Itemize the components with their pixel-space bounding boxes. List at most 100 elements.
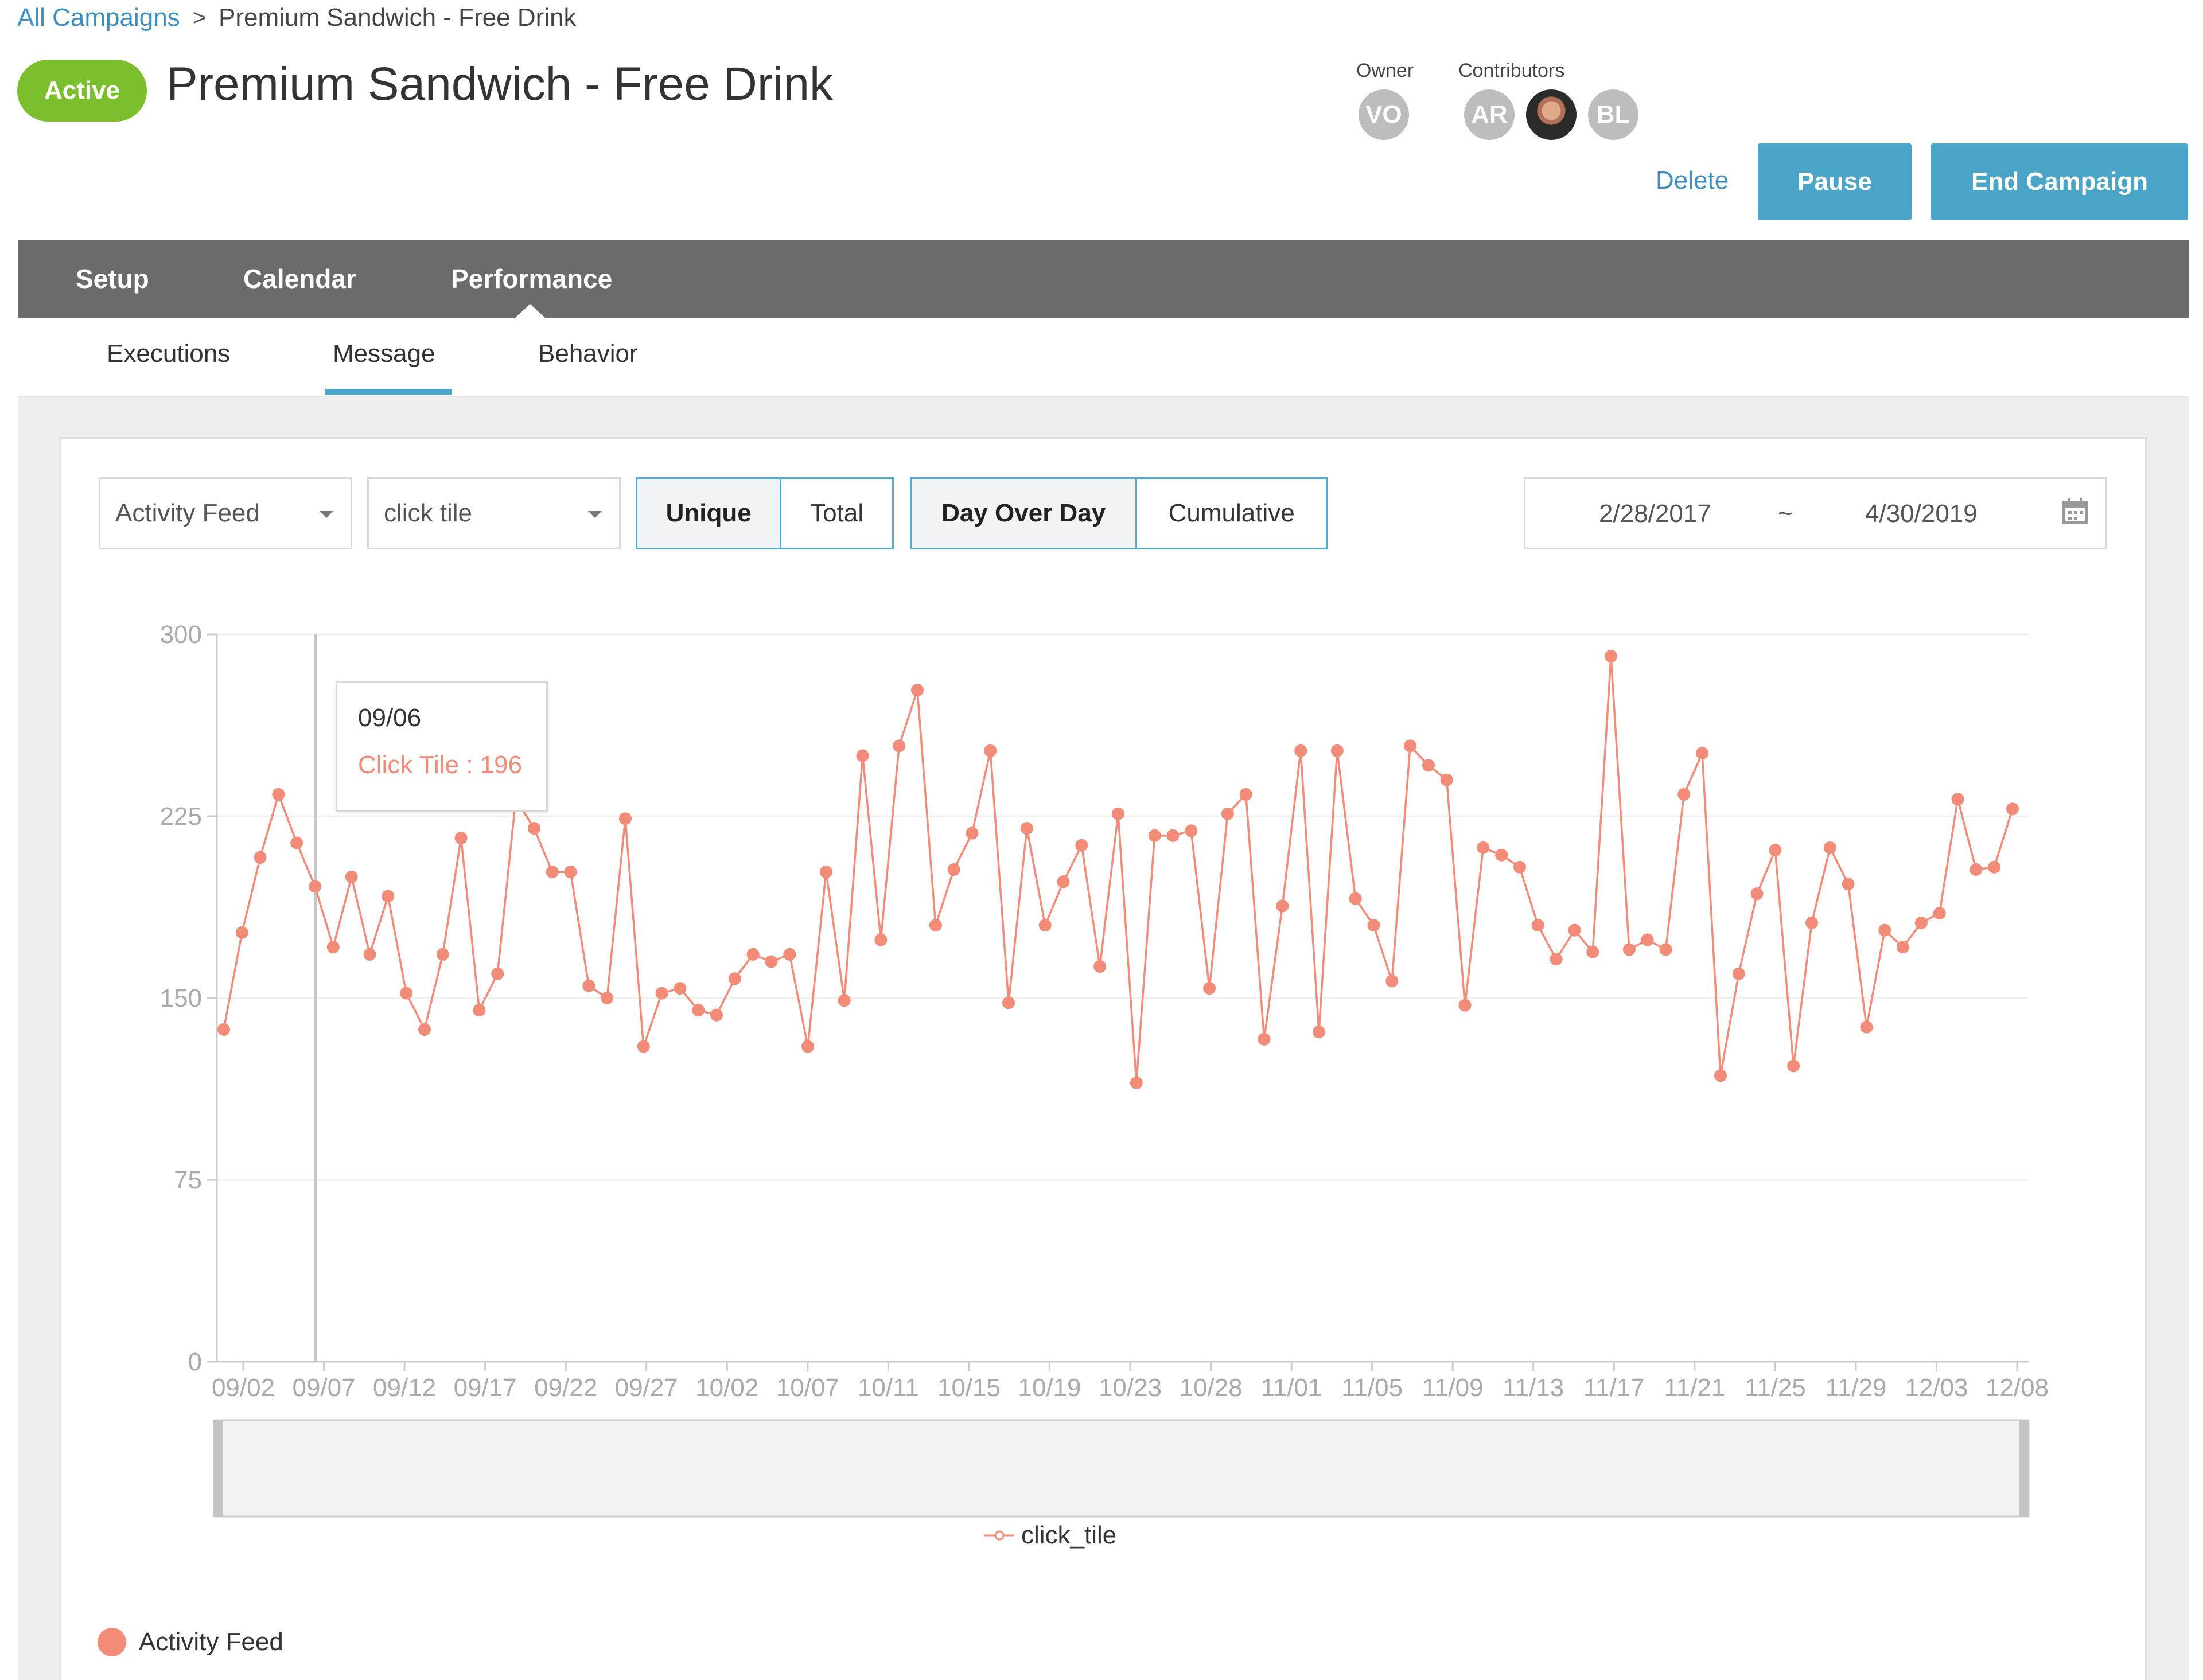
data-point[interactable] xyxy=(947,863,960,876)
data-point[interactable] xyxy=(1422,759,1435,772)
owner-avatar[interactable]: VO xyxy=(1356,87,1411,142)
data-point[interactable] xyxy=(674,982,687,995)
delete-link[interactable]: Delete xyxy=(1656,166,1729,194)
data-point[interactable] xyxy=(1550,953,1563,966)
data-point[interactable] xyxy=(1349,892,1362,905)
data-point[interactable] xyxy=(637,1040,650,1053)
data-point[interactable] xyxy=(1787,1059,1800,1073)
end-campaign-button[interactable]: End Campaign xyxy=(1931,143,2188,220)
calendar-icon[interactable] xyxy=(2062,497,2088,531)
data-point[interactable] xyxy=(966,827,979,840)
data-point[interactable] xyxy=(235,926,248,939)
data-point[interactable] xyxy=(856,749,869,762)
date-range-picker[interactable]: 2/28/2017 ~ 4/30/2019 xyxy=(1524,477,2107,549)
data-point[interactable] xyxy=(1605,650,1618,663)
data-point[interactable] xyxy=(1732,967,1745,980)
data-point[interactable] xyxy=(655,987,668,1000)
data-point[interactable] xyxy=(1951,793,1964,806)
data-point[interactable] xyxy=(1641,933,1654,946)
data-point[interactable] xyxy=(692,1004,705,1017)
tab-setup[interactable]: Setup xyxy=(76,264,149,294)
data-point[interactable] xyxy=(418,1023,431,1036)
data-point[interactable] xyxy=(1112,807,1124,820)
footer-legend[interactable]: Activity Feed xyxy=(98,1628,283,1656)
data-point[interactable] xyxy=(801,1040,815,1053)
data-point[interactable] xyxy=(911,684,924,697)
data-point[interactable] xyxy=(345,870,358,883)
data-point[interactable] xyxy=(1075,839,1088,852)
data-point[interactable] xyxy=(272,788,285,801)
data-point[interactable] xyxy=(473,1004,486,1017)
data-point[interactable] xyxy=(783,948,796,961)
data-point[interactable] xyxy=(618,812,632,825)
data-point[interactable] xyxy=(309,880,322,893)
data-point[interactable] xyxy=(1988,860,2001,874)
data-point[interactable] xyxy=(1002,996,1015,1009)
data-point[interactable] xyxy=(1020,822,1033,835)
data-point[interactable] xyxy=(1568,923,1581,937)
data-point[interactable] xyxy=(728,972,741,985)
range-navigator[interactable] xyxy=(213,1419,2030,1518)
data-point[interactable] xyxy=(1477,841,1490,854)
data-point[interactable] xyxy=(436,948,449,961)
data-point[interactable] xyxy=(491,967,504,980)
data-point[interactable] xyxy=(1367,919,1380,932)
data-point[interactable] xyxy=(893,739,906,753)
data-point[interactable] xyxy=(1897,941,1910,954)
data-point[interactable] xyxy=(765,955,778,968)
data-point[interactable] xyxy=(1239,788,1252,801)
data-point[interactable] xyxy=(1148,829,1161,842)
data-point[interactable] xyxy=(1769,844,1782,857)
data-point[interactable] xyxy=(1276,899,1289,913)
data-point[interactable] xyxy=(1531,919,1544,932)
data-point[interactable] xyxy=(1294,744,1307,757)
data-point[interactable] xyxy=(1970,863,1983,876)
data-point[interactable] xyxy=(527,822,540,835)
data-point[interactable] xyxy=(1130,1076,1143,1089)
data-point[interactable] xyxy=(1805,916,1819,929)
data-point[interactable] xyxy=(601,992,614,1004)
data-point[interactable] xyxy=(1495,848,1508,862)
contributor-avatar-bl[interactable]: BL xyxy=(1586,87,1641,142)
subtab-executions[interactable]: Executions xyxy=(107,340,231,368)
data-point[interactable] xyxy=(1586,945,1599,958)
data-point[interactable] xyxy=(1914,916,1928,929)
data-point[interactable] xyxy=(254,851,267,864)
cumulative-option[interactable]: Cumulative xyxy=(1135,479,1326,548)
data-point[interactable] xyxy=(1038,919,1052,932)
data-point[interactable] xyxy=(1057,875,1070,888)
data-point[interactable] xyxy=(1659,943,1672,956)
data-point[interactable] xyxy=(290,836,303,849)
data-point[interactable] xyxy=(2006,802,2019,816)
data-point[interactable] xyxy=(546,866,559,879)
data-point[interactable] xyxy=(838,994,851,1007)
date-from[interactable]: 2/28/2017 xyxy=(1599,500,1711,528)
navigator-left-handle[interactable] xyxy=(213,1420,223,1517)
data-point[interactable] xyxy=(400,987,413,1000)
data-point[interactable] xyxy=(363,948,376,961)
data-point[interactable] xyxy=(382,890,395,903)
data-point[interactable] xyxy=(1258,1032,1271,1046)
date-to[interactable]: 4/30/2019 xyxy=(1865,500,1978,528)
data-point[interactable] xyxy=(1440,773,1453,786)
navigator-right-handle[interactable] xyxy=(2019,1420,2029,1517)
data-point[interactable] xyxy=(710,1008,723,1022)
data-point[interactable] xyxy=(1404,739,1417,753)
data-point[interactable] xyxy=(1385,975,1399,988)
data-point[interactable] xyxy=(929,919,942,932)
event-dropdown[interactable]: click tile xyxy=(367,477,621,549)
data-point[interactable] xyxy=(874,933,888,946)
data-point[interactable] xyxy=(1221,807,1234,820)
data-point[interactable] xyxy=(1093,960,1107,973)
navigator-window[interactable] xyxy=(216,1419,2030,1518)
data-point[interactable] xyxy=(746,948,760,961)
data-point[interactable] xyxy=(1714,1069,1727,1082)
subtab-behavior[interactable]: Behavior xyxy=(538,340,638,368)
data-point[interactable] xyxy=(1677,788,1691,801)
subtab-message[interactable]: Message xyxy=(333,340,435,368)
data-point[interactable] xyxy=(1878,923,1891,937)
data-point[interactable] xyxy=(1842,878,1855,891)
event-source-dropdown[interactable]: Activity Feed xyxy=(99,477,352,549)
data-point[interactable] xyxy=(1458,999,1472,1012)
data-point[interactable] xyxy=(1203,982,1216,995)
